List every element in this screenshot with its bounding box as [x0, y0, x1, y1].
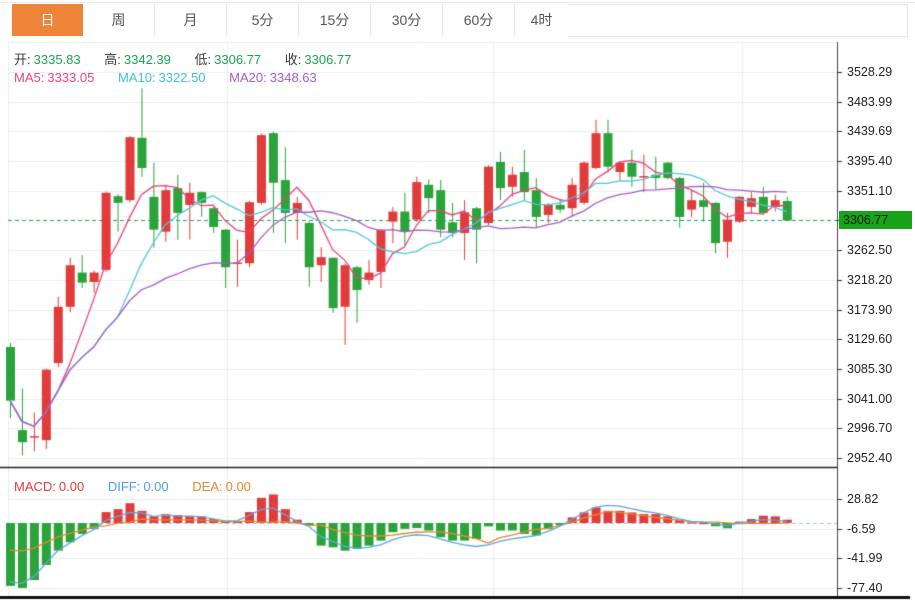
- price-axis-label: 3439.69: [847, 124, 893, 139]
- price-axis-label: 2996.70: [847, 421, 893, 436]
- macd-axis-label: -77.40: [847, 580, 883, 595]
- price-axis-label: 3041.00: [847, 391, 893, 406]
- high-value: 3342.39: [123, 52, 171, 67]
- price-axis-label: 3173.90: [847, 302, 893, 317]
- ma20-value: 3348.63: [269, 70, 317, 85]
- high-label: 高:: [104, 52, 121, 67]
- dea-label: DEA:: [192, 479, 223, 494]
- current-price-badge: 3306.77: [839, 211, 912, 230]
- price-axis-label: 3262.50: [847, 243, 893, 258]
- ma5-label: MA5:: [14, 70, 45, 85]
- macd-label: MACD:: [14, 479, 56, 494]
- close-label: 收:: [284, 52, 302, 67]
- ma20-label: MA20:: [229, 70, 267, 85]
- low-label: 低:: [194, 52, 212, 67]
- ma5-value: 3333.05: [47, 70, 95, 85]
- diff-label: DIFF:: [107, 479, 141, 494]
- macd-readout: MACD: 0.00 DIFF: 0.00 DEA: 0.00: [14, 479, 254, 494]
- price-axis-label: 2952.40: [847, 451, 893, 465]
- tabbar-empty-strip: [568, 4, 908, 37]
- ma10-value: 3322.50: [158, 70, 206, 85]
- tab-4hour[interactable]: 4时: [515, 4, 569, 36]
- macd-value: 0.00: [58, 479, 85, 494]
- tab-15min[interactable]: 15分: [299, 4, 371, 36]
- tab-month[interactable]: 月: [155, 4, 227, 36]
- diff-value: 0.00: [143, 479, 169, 494]
- macd-axis-label: -6.59: [847, 521, 876, 536]
- tab-day[interactable]: 日: [12, 4, 83, 36]
- close-value: 3306.77: [304, 52, 352, 67]
- period-tabbar: 日 周 月 5分 15分 30分 60分 4时: [0, 2, 915, 37]
- tab-5min[interactable]: 5分: [227, 4, 299, 36]
- dea-value: 0.00: [225, 479, 251, 494]
- low-value: 3306.77: [214, 52, 262, 67]
- price-axis-label: 3528.29: [847, 64, 893, 79]
- tab-30min[interactable]: 30分: [371, 4, 443, 36]
- open-label: 开:: [14, 52, 31, 67]
- macd-axis-label: 28.82: [847, 491, 879, 506]
- price-axis-label: 3351.10: [847, 183, 893, 198]
- price-axis-label: 3395.40: [847, 154, 893, 169]
- open-value: 3335.83: [33, 52, 81, 67]
- price-axis-label: 3085.30: [847, 361, 893, 376]
- price-axis-label: 3483.99: [847, 94, 893, 109]
- ohlc-readout: 开: 3335.83 高: 3342.39 低: 3306.77 收: 3306.77: [14, 49, 354, 68]
- ma-readout: MA5: 3333.05 MA10: 3322.50 MA20: 3348.63: [14, 70, 320, 85]
- ma10-label: MA10:: [117, 70, 156, 85]
- price-axis-label: 3129.60: [847, 332, 893, 347]
- tab-60min[interactable]: 60分: [443, 4, 515, 36]
- macd-axis-label: -41.99: [847, 551, 883, 566]
- tab-week[interactable]: 周: [83, 4, 155, 36]
- price-axis-label: 3218.20: [847, 272, 893, 287]
